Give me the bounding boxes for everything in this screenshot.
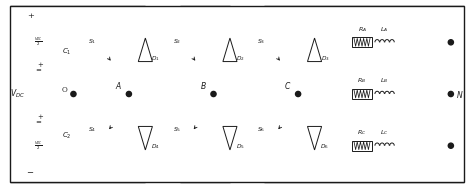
Bar: [352, 37, 372, 48]
Polygon shape: [138, 38, 153, 62]
Text: $D_2$: $D_2$: [236, 54, 245, 63]
Text: $R_C$: $R_C$: [357, 128, 367, 137]
Text: $D_6$: $D_6$: [320, 142, 329, 151]
Text: $S_3$: $S_3$: [257, 37, 265, 46]
Circle shape: [295, 91, 301, 97]
Text: $C_1$: $C_1$: [62, 47, 72, 57]
Text: $S_6$: $S_6$: [257, 125, 265, 134]
Text: $S_4$: $S_4$: [88, 125, 97, 134]
Text: $R_B$: $R_B$: [357, 76, 366, 85]
Text: $D_3$: $D_3$: [320, 54, 329, 63]
Polygon shape: [223, 38, 237, 62]
Text: $L_B$: $L_B$: [381, 76, 389, 85]
Text: $D_1$: $D_1$: [151, 54, 160, 63]
Text: $S_5$: $S_5$: [173, 125, 181, 134]
Text: $C$: $C$: [284, 80, 292, 91]
Text: $=$: $=$: [35, 66, 43, 74]
Text: $D_5$: $D_5$: [236, 142, 245, 151]
Circle shape: [211, 91, 216, 97]
Bar: [352, 141, 372, 151]
Text: $\frac{V_{DC}}{2}$: $\frac{V_{DC}}{2}$: [34, 139, 43, 152]
Circle shape: [448, 91, 454, 97]
Text: $R_A$: $R_A$: [357, 25, 366, 34]
Text: $=$: $=$: [35, 117, 43, 125]
Polygon shape: [308, 126, 321, 150]
Text: $L_C$: $L_C$: [380, 128, 389, 137]
Text: $S_1$: $S_1$: [88, 37, 96, 46]
Text: $S_2$: $S_2$: [173, 37, 181, 46]
Text: O: O: [61, 86, 67, 94]
Text: $C_2$: $C_2$: [62, 131, 72, 141]
Text: $N$: $N$: [456, 89, 463, 99]
Text: $B$: $B$: [200, 80, 207, 91]
Text: $\frac{V_{DC}}{2}$: $\frac{V_{DC}}{2}$: [34, 36, 43, 49]
Circle shape: [448, 40, 454, 45]
Polygon shape: [138, 126, 153, 150]
Text: $L_A$: $L_A$: [381, 25, 389, 34]
Text: $V_{DC}$: $V_{DC}$: [9, 88, 25, 100]
Text: +: +: [27, 12, 34, 20]
Text: +: +: [37, 61, 44, 69]
Circle shape: [448, 143, 454, 148]
Text: $-$: $-$: [26, 168, 34, 176]
Bar: [352, 89, 372, 99]
Polygon shape: [223, 126, 237, 150]
Text: $A$: $A$: [115, 80, 122, 91]
Polygon shape: [308, 38, 321, 62]
Circle shape: [126, 91, 131, 97]
Circle shape: [71, 91, 76, 97]
Text: $D_4$: $D_4$: [151, 142, 160, 151]
Text: +: +: [37, 113, 44, 121]
